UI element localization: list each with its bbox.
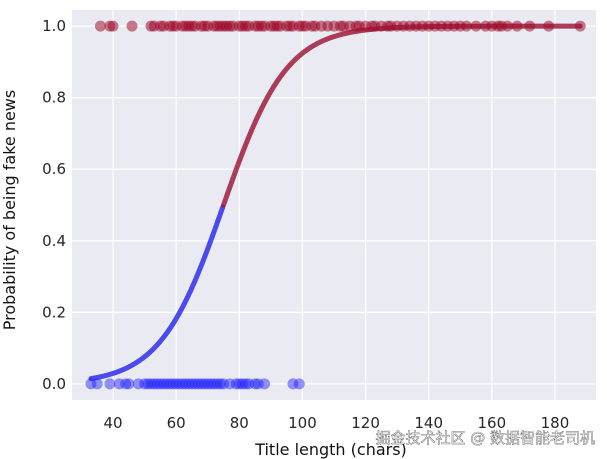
real-news-point — [202, 378, 214, 390]
real-news-point — [161, 378, 173, 390]
real-news-point — [170, 378, 182, 390]
real-news-point — [173, 378, 185, 390]
real-news-point — [199, 378, 211, 390]
watermark-text: 掘金技术社区 @ 数据智能老司机 — [375, 429, 595, 447]
y-tick-label: 0.4 — [42, 232, 66, 250]
real-news-point — [139, 378, 151, 390]
curve-low-segment — [88, 204, 226, 382]
x-tick-label: 40 — [103, 414, 122, 432]
real-news-point — [205, 378, 217, 390]
real-news-point — [293, 378, 305, 390]
x-tick-label: 160 — [478, 414, 507, 432]
real-news-point — [104, 378, 116, 390]
real-news-point — [192, 378, 204, 390]
real-news-point — [183, 378, 195, 390]
real-news-point — [142, 378, 154, 390]
curve-high-segment — [221, 23, 583, 208]
y-tick-label: 1.0 — [42, 17, 66, 35]
real-news-point — [123, 378, 135, 390]
real-news-point — [145, 378, 157, 390]
logistic-curve — [88, 23, 583, 382]
real-news-point — [236, 378, 248, 390]
x-tick-label: 100 — [288, 414, 317, 432]
real-news-point — [224, 378, 236, 390]
real-news-point — [154, 378, 166, 390]
real-news-point — [189, 378, 201, 390]
real-news-point — [214, 378, 226, 390]
real-news-point — [176, 378, 188, 390]
y-axis-ticks: 0.0 0.2 0.4 0.6 0.8 1.0 — [42, 17, 66, 393]
fake-news-point — [94, 20, 106, 32]
x-tick-label: 180 — [541, 414, 570, 432]
real-news-point — [195, 378, 207, 390]
real-news-point — [233, 378, 245, 390]
x-tick-label: 60 — [167, 414, 186, 432]
fake-news-point — [107, 20, 119, 32]
fake-news-point — [126, 20, 138, 32]
real-news-point — [151, 378, 163, 390]
real-news-point — [230, 378, 242, 390]
real-news-point — [211, 378, 223, 390]
real-news-point — [167, 378, 179, 390]
real-news-point — [164, 378, 176, 390]
y-axis-label: Probability of being fake news — [0, 90, 19, 330]
x-tick-label: 140 — [414, 414, 443, 432]
y-tick-label: 0.2 — [42, 303, 66, 321]
x-tick-label: 80 — [230, 414, 249, 432]
real-news-point — [252, 378, 264, 390]
x-axis-label: Title length (chars) — [254, 440, 407, 459]
real-news-point — [113, 378, 125, 390]
real-news-point — [91, 378, 103, 390]
real-news-point — [208, 378, 220, 390]
x-axis-ticks: 40 60 80 100 120 140 160 180 — [103, 414, 569, 432]
real-news-point — [120, 378, 132, 390]
y-tick-label: 0.0 — [42, 375, 66, 393]
real-news-point — [186, 378, 198, 390]
real-news-point — [132, 378, 144, 390]
plot-area-background — [72, 10, 596, 400]
real-news-point — [85, 378, 97, 390]
real-news-point — [180, 378, 192, 390]
real-news-point — [158, 378, 170, 390]
real-news-point — [259, 378, 271, 390]
real-news-point — [243, 378, 255, 390]
real-news-point — [148, 378, 160, 390]
y-tick-label: 0.6 — [42, 160, 66, 178]
real-news-point — [240, 378, 252, 390]
real-news-point — [249, 378, 261, 390]
real-news-point — [287, 378, 299, 390]
x-tick-label: 120 — [351, 414, 380, 432]
y-tick-label: 0.8 — [42, 89, 66, 107]
real-news-point — [218, 378, 230, 390]
